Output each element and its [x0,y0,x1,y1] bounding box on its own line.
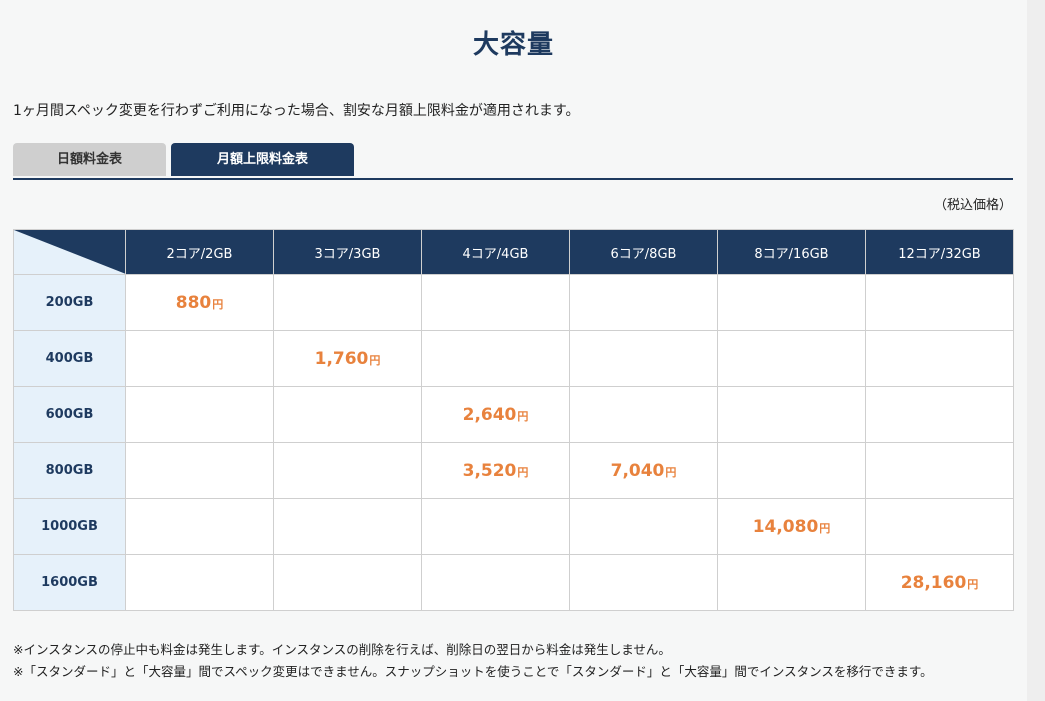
price-cell: 3,520円 [421,442,570,499]
column-header: 8コア/16GB [717,229,866,275]
price-value: 28,160 [900,572,967,593]
tab-monthly-cap-pricing[interactable]: 月額上限料金表 [171,143,354,176]
row-header: 200GB [13,274,126,331]
row-header: 1000GB [13,498,126,555]
column-header: 3コア/3GB [273,229,422,275]
price-cell [717,330,866,387]
column-header: 12コア/32GB [865,229,1014,275]
price-cell [717,442,866,499]
table-corner-cell [13,229,126,275]
intro-text: 1ヶ月間スペック変更を行わずご利用になった場合、割安な月額上限料金が適用されます… [13,103,580,119]
price-cell [125,386,274,443]
price-cell [865,386,1014,443]
yen-unit: 円 [212,297,224,311]
price-cell [569,274,718,331]
table-row: 200GB 880円 [13,274,1014,331]
price-value: 880 [175,292,212,313]
pricing-tabs: 日額料金表 月額上限料金表 [13,143,1013,180]
price-cell [865,274,1014,331]
row-header: 400GB [13,330,126,387]
price-cell [717,274,866,331]
price-cell: 2,640円 [421,386,570,443]
page-edge [1027,0,1045,701]
price-cell [569,554,718,611]
price-value: 7,040 [610,460,665,481]
yen-unit: 円 [665,465,677,479]
price-cell [569,498,718,555]
table-row: 400GB 1,760円 [13,330,1014,387]
price-cell [421,330,570,387]
price-value: 3,520 [462,460,517,481]
price-cell [865,442,1014,499]
price-cell [273,498,422,555]
price-cell [421,498,570,555]
price-table: 2コア/2GB 3コア/3GB 4コア/4GB 6コア/8GB 8コア/16GB… [13,229,1014,611]
price-cell [125,554,274,611]
price-cell: 14,080円 [717,498,866,555]
price-value: 14,080 [752,516,819,537]
yen-unit: 円 [517,465,529,479]
column-header: 2コア/2GB [125,229,274,275]
column-header: 4コア/4GB [421,229,570,275]
table-row: 1600GB 28,160円 [13,554,1014,611]
price-cell [865,330,1014,387]
diagonal-divider-icon [14,230,125,274]
price-cell [273,386,422,443]
table-row: 1000GB 14,080円 [13,498,1014,555]
price-cell [421,274,570,331]
yen-unit: 円 [517,409,529,423]
yen-unit: 円 [967,577,979,591]
price-value: 2,640 [462,404,517,425]
price-cell [273,442,422,499]
price-cell: 28,160円 [865,554,1014,611]
row-header: 800GB [13,442,126,499]
table-header-row: 2コア/2GB 3コア/3GB 4コア/4GB 6コア/8GB 8コア/16GB… [13,229,1014,275]
price-cell [569,330,718,387]
price-cell: 1,760円 [273,330,422,387]
row-header: 600GB [13,386,126,443]
footnote: ※インスタンスの停止中も料金は発生します。インスタンスの削除を行えば、削除日の翌… [13,642,671,657]
price-cell [273,554,422,611]
tab-daily-pricing[interactable]: 日額料金表 [13,143,166,176]
price-cell: 7,040円 [569,442,718,499]
page-title: 大容量 [472,30,554,60]
footnote: ※「スタンダード」と「大容量」間でスペック変更はできません。スナップショットを使… [13,664,933,679]
price-cell: 880円 [125,274,274,331]
row-header: 1600GB [13,554,126,611]
price-cell [865,498,1014,555]
price-cell [273,274,422,331]
price-cell [717,554,866,611]
table-row: 800GB 3,520円 7,040円 [13,442,1014,499]
price-cell [569,386,718,443]
tax-included-note: （税込価格） [933,198,1012,213]
price-cell [125,442,274,499]
yen-unit: 円 [369,353,381,367]
yen-unit: 円 [819,521,831,535]
price-cell [125,330,274,387]
price-value: 1,760 [314,348,369,369]
price-cell [717,386,866,443]
price-cell [125,498,274,555]
column-header: 6コア/8GB [569,229,718,275]
table-row: 600GB 2,640円 [13,386,1014,443]
footnotes: ※インスタンスの停止中も料金は発生します。インスタンスの削除を行えば、削除日の翌… [13,639,933,683]
price-cell [421,554,570,611]
